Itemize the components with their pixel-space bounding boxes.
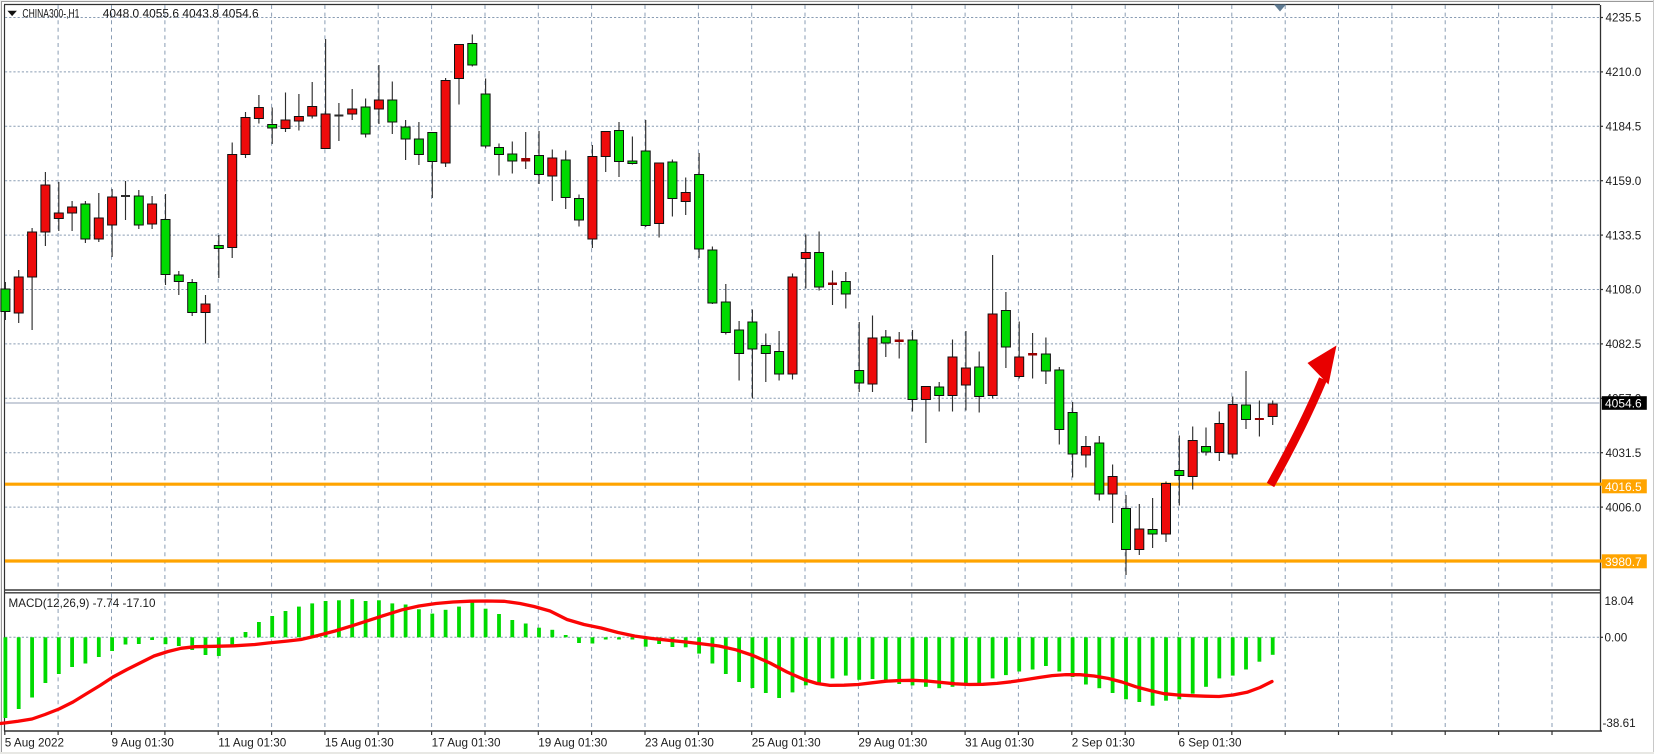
svg-text:17 Aug 01:30: 17 Aug 01:30	[432, 737, 501, 750]
svg-text:4210.0: 4210.0	[1606, 66, 1642, 79]
svg-text:4108.0: 4108.0	[1606, 284, 1642, 297]
svg-text:4235.5: 4235.5	[1606, 12, 1642, 25]
svg-text:MACD(12,26,9) -7.74 -17.10: MACD(12,26,9) -7.74 -17.10	[9, 596, 156, 610]
svg-text:4016.5: 4016.5	[1605, 480, 1642, 494]
svg-text:4184.5: 4184.5	[1606, 121, 1642, 134]
svg-text:2 Sep 01:30: 2 Sep 01:30	[1072, 737, 1136, 750]
svg-text:18.04: 18.04	[1605, 595, 1635, 608]
svg-text:9 Aug 01:30: 9 Aug 01:30	[112, 737, 175, 750]
svg-text:6 Sep 01:30: 6 Sep 01:30	[1179, 737, 1243, 750]
svg-text:5 Aug 2022: 5 Aug 2022	[5, 737, 64, 750]
svg-text:0.00: 0.00	[1605, 632, 1628, 645]
svg-text:25 Aug 01:30: 25 Aug 01:30	[752, 737, 821, 750]
svg-text:29 Aug 01:30: 29 Aug 01:30	[858, 737, 927, 750]
svg-text:15 Aug 01:30: 15 Aug 01:30	[325, 737, 394, 750]
svg-text:4054.6: 4054.6	[1605, 397, 1642, 411]
svg-text:-38.61: -38.61	[1603, 717, 1636, 730]
svg-text:4082.5: 4082.5	[1606, 338, 1642, 351]
svg-text:4133.5: 4133.5	[1606, 229, 1642, 242]
svg-text:19 Aug 01:30: 19 Aug 01:30	[538, 737, 607, 750]
svg-text:23 Aug 01:30: 23 Aug 01:30	[645, 737, 714, 750]
svg-text:31 Aug 01:30: 31 Aug 01:30	[965, 737, 1034, 750]
svg-text:CHINA300-,H1: CHINA300-,H1	[22, 6, 79, 20]
svg-text:4031.5: 4031.5	[1606, 447, 1642, 460]
svg-text:4159.0: 4159.0	[1606, 175, 1642, 188]
svg-text:4048.0 4055.6 4043.8 4054.6: 4048.0 4055.6 4043.8 4054.6	[103, 6, 259, 20]
svg-text:3980.7: 3980.7	[1605, 555, 1642, 569]
svg-text:11 Aug 01:30: 11 Aug 01:30	[218, 737, 287, 750]
svg-text:4006.0: 4006.0	[1606, 501, 1642, 514]
